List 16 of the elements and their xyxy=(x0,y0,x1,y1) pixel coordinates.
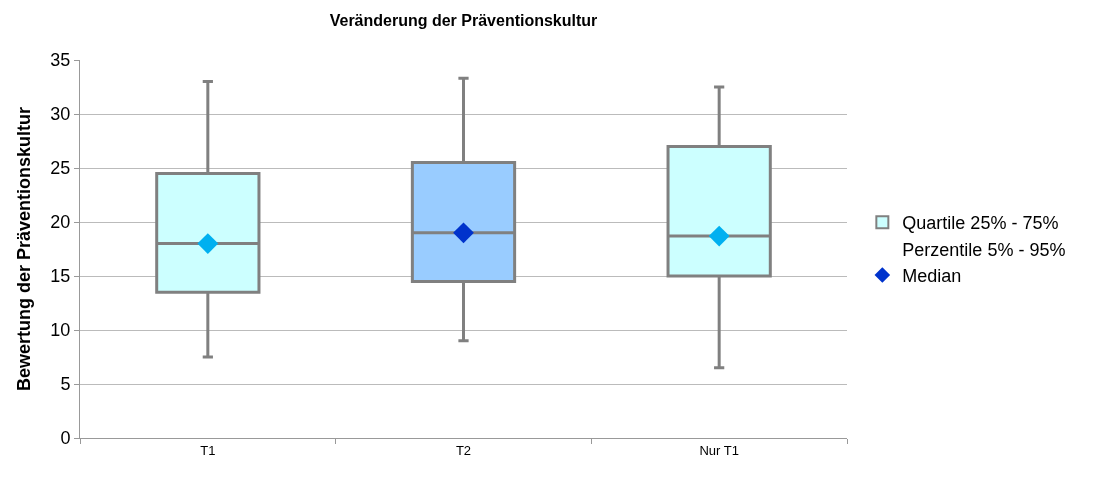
y-tick-label: 15 xyxy=(50,266,71,287)
x-tick-label: Nur T1 xyxy=(699,442,739,458)
legend-label: Quartile 25% - 75% xyxy=(902,213,1059,234)
y-axis-title: Bewertung der Präventionskultur xyxy=(13,106,34,392)
legend-label: Median xyxy=(902,266,962,287)
y-tick-label: 10 xyxy=(50,320,71,341)
y-tick-label: 25 xyxy=(50,158,71,179)
x-tick-label: T2 xyxy=(455,442,472,458)
chart-title: Veränderung der Präventionskultur xyxy=(329,11,598,29)
x-tick-label: T1 xyxy=(200,442,216,458)
text: Perzentile 5% - 95% xyxy=(902,239,1066,260)
y-tick-label: 0 xyxy=(60,428,71,449)
y-tick-label: 35 xyxy=(50,50,71,71)
y-tick-label: 5 xyxy=(60,374,71,395)
y-tick-label: 20 xyxy=(50,212,71,233)
y-tick-label: 30 xyxy=(50,104,71,125)
